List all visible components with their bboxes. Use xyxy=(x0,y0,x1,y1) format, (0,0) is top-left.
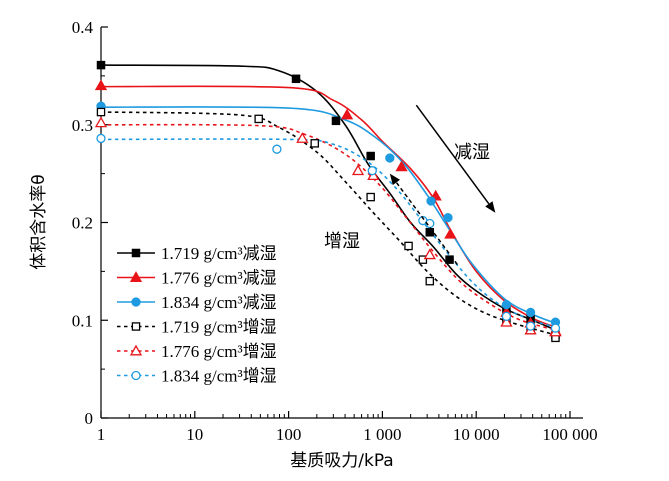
data-point-series-4 xyxy=(425,276,435,286)
data-point-series-6 xyxy=(425,218,435,229)
x-tick-label: 1 000 xyxy=(363,425,401,444)
legend-label-4: 1.719 g/cm³增湿 xyxy=(161,318,277,337)
legend-label-6: 1.834 g/cm³增湿 xyxy=(161,367,277,386)
data-point-series-6 xyxy=(501,311,512,321)
series-curve-3 xyxy=(100,106,556,324)
wetting-arrow-shaft xyxy=(395,182,458,265)
legend-marker-2 xyxy=(129,271,143,282)
plot-area: 1 10 100 1 000 10 000 100 000 0 0.1 0.2 0.3 0.4 xyxy=(72,18,598,444)
y-axis-title: 体积含水率θ xyxy=(29,174,49,269)
x-tick-label: 100 xyxy=(276,425,302,444)
legend: 1.719 g/cm³减湿 1.776 g/cm³减湿 1.834 g/cm³减湿 1… xyxy=(117,244,277,386)
y-tick-label: 0.2 xyxy=(72,214,93,233)
data-point-series-1 xyxy=(366,151,375,161)
x-tick-label: 10 000 xyxy=(453,425,500,444)
data-point-series-5 xyxy=(296,132,309,143)
data-point-series-5 xyxy=(351,164,365,176)
data-point-series-3 xyxy=(501,299,512,310)
data-point-series-4 xyxy=(254,114,263,124)
legend-label-1: 1.719 g/cm³减湿 xyxy=(161,244,277,263)
annotation-drying-label: 减湿 xyxy=(454,142,490,163)
annotation-wetting-label: 增湿 xyxy=(324,231,360,252)
series-markers xyxy=(94,60,562,343)
series-curve-1 xyxy=(100,64,556,331)
data-point-series-4 xyxy=(418,255,428,264)
legend-marker-3 xyxy=(131,297,141,307)
data-point-series-4 xyxy=(366,192,375,202)
data-point-series-2 xyxy=(94,79,108,91)
y-tick-label: 0.4 xyxy=(72,18,94,37)
x-tick-label: 10 xyxy=(186,425,203,444)
data-point-series-3 xyxy=(385,153,395,163)
legend-marker-1 xyxy=(131,248,141,258)
y-axis-ticks: 0 0.1 0.2 0.3 0.4 xyxy=(72,18,108,428)
data-point-series-1 xyxy=(331,116,341,126)
y-tick-label: 0 xyxy=(85,409,94,428)
data-point-series-1 xyxy=(425,228,435,237)
data-point-series-2 xyxy=(340,108,354,120)
data-point-series-3 xyxy=(426,196,436,206)
x-tick-label: 1 xyxy=(97,425,106,444)
data-point-series-5 xyxy=(94,116,108,128)
data-point-series-4 xyxy=(404,241,413,251)
series-curve-4 xyxy=(100,111,556,336)
data-point-series-6 xyxy=(272,144,282,154)
legend-marker-6 xyxy=(131,370,141,381)
data-point-series-3 xyxy=(443,212,453,223)
data-point-series-6 xyxy=(525,321,536,331)
legend-label-5: 1.776 g/cm³增湿 xyxy=(161,342,277,361)
data-point-series-1 xyxy=(291,74,301,84)
legend-marker-5 xyxy=(129,344,143,356)
data-point-series-3 xyxy=(525,307,536,318)
data-point-series-6 xyxy=(96,133,106,144)
y-tick-label: 0.1 xyxy=(72,311,93,330)
series-curve-5 xyxy=(100,123,556,331)
data-point-series-4 xyxy=(310,139,319,148)
data-point-series-2 xyxy=(395,160,408,172)
legend-label-2: 1.776 g/cm³减湿 xyxy=(161,269,277,288)
data-point-series-5 xyxy=(423,248,436,260)
x-axis-title: 基质吸力/kPa xyxy=(290,451,393,471)
data-point-series-6 xyxy=(550,323,561,333)
legend-label-3: 1.834 g/cm³减湿 xyxy=(161,293,277,312)
data-point-series-4 xyxy=(96,107,106,117)
x-axis-ticks: 1 10 100 1 000 10 000 100 000 xyxy=(97,411,598,444)
legend-marker-4 xyxy=(131,322,141,331)
data-point-series-2 xyxy=(444,227,457,239)
data-point-series-6 xyxy=(367,166,377,176)
x-tick-label: 100 000 xyxy=(542,425,597,444)
data-point-series-1 xyxy=(96,60,106,70)
drying-arrow-head xyxy=(485,201,496,213)
data-point-series-5 xyxy=(500,315,513,327)
wetting-arrow-head xyxy=(389,173,400,186)
drying-arrow-shaft xyxy=(415,104,490,205)
trend-arrows xyxy=(389,104,496,265)
data-point-series-1 xyxy=(445,255,454,264)
y-tick-label: 0.3 xyxy=(72,116,93,135)
